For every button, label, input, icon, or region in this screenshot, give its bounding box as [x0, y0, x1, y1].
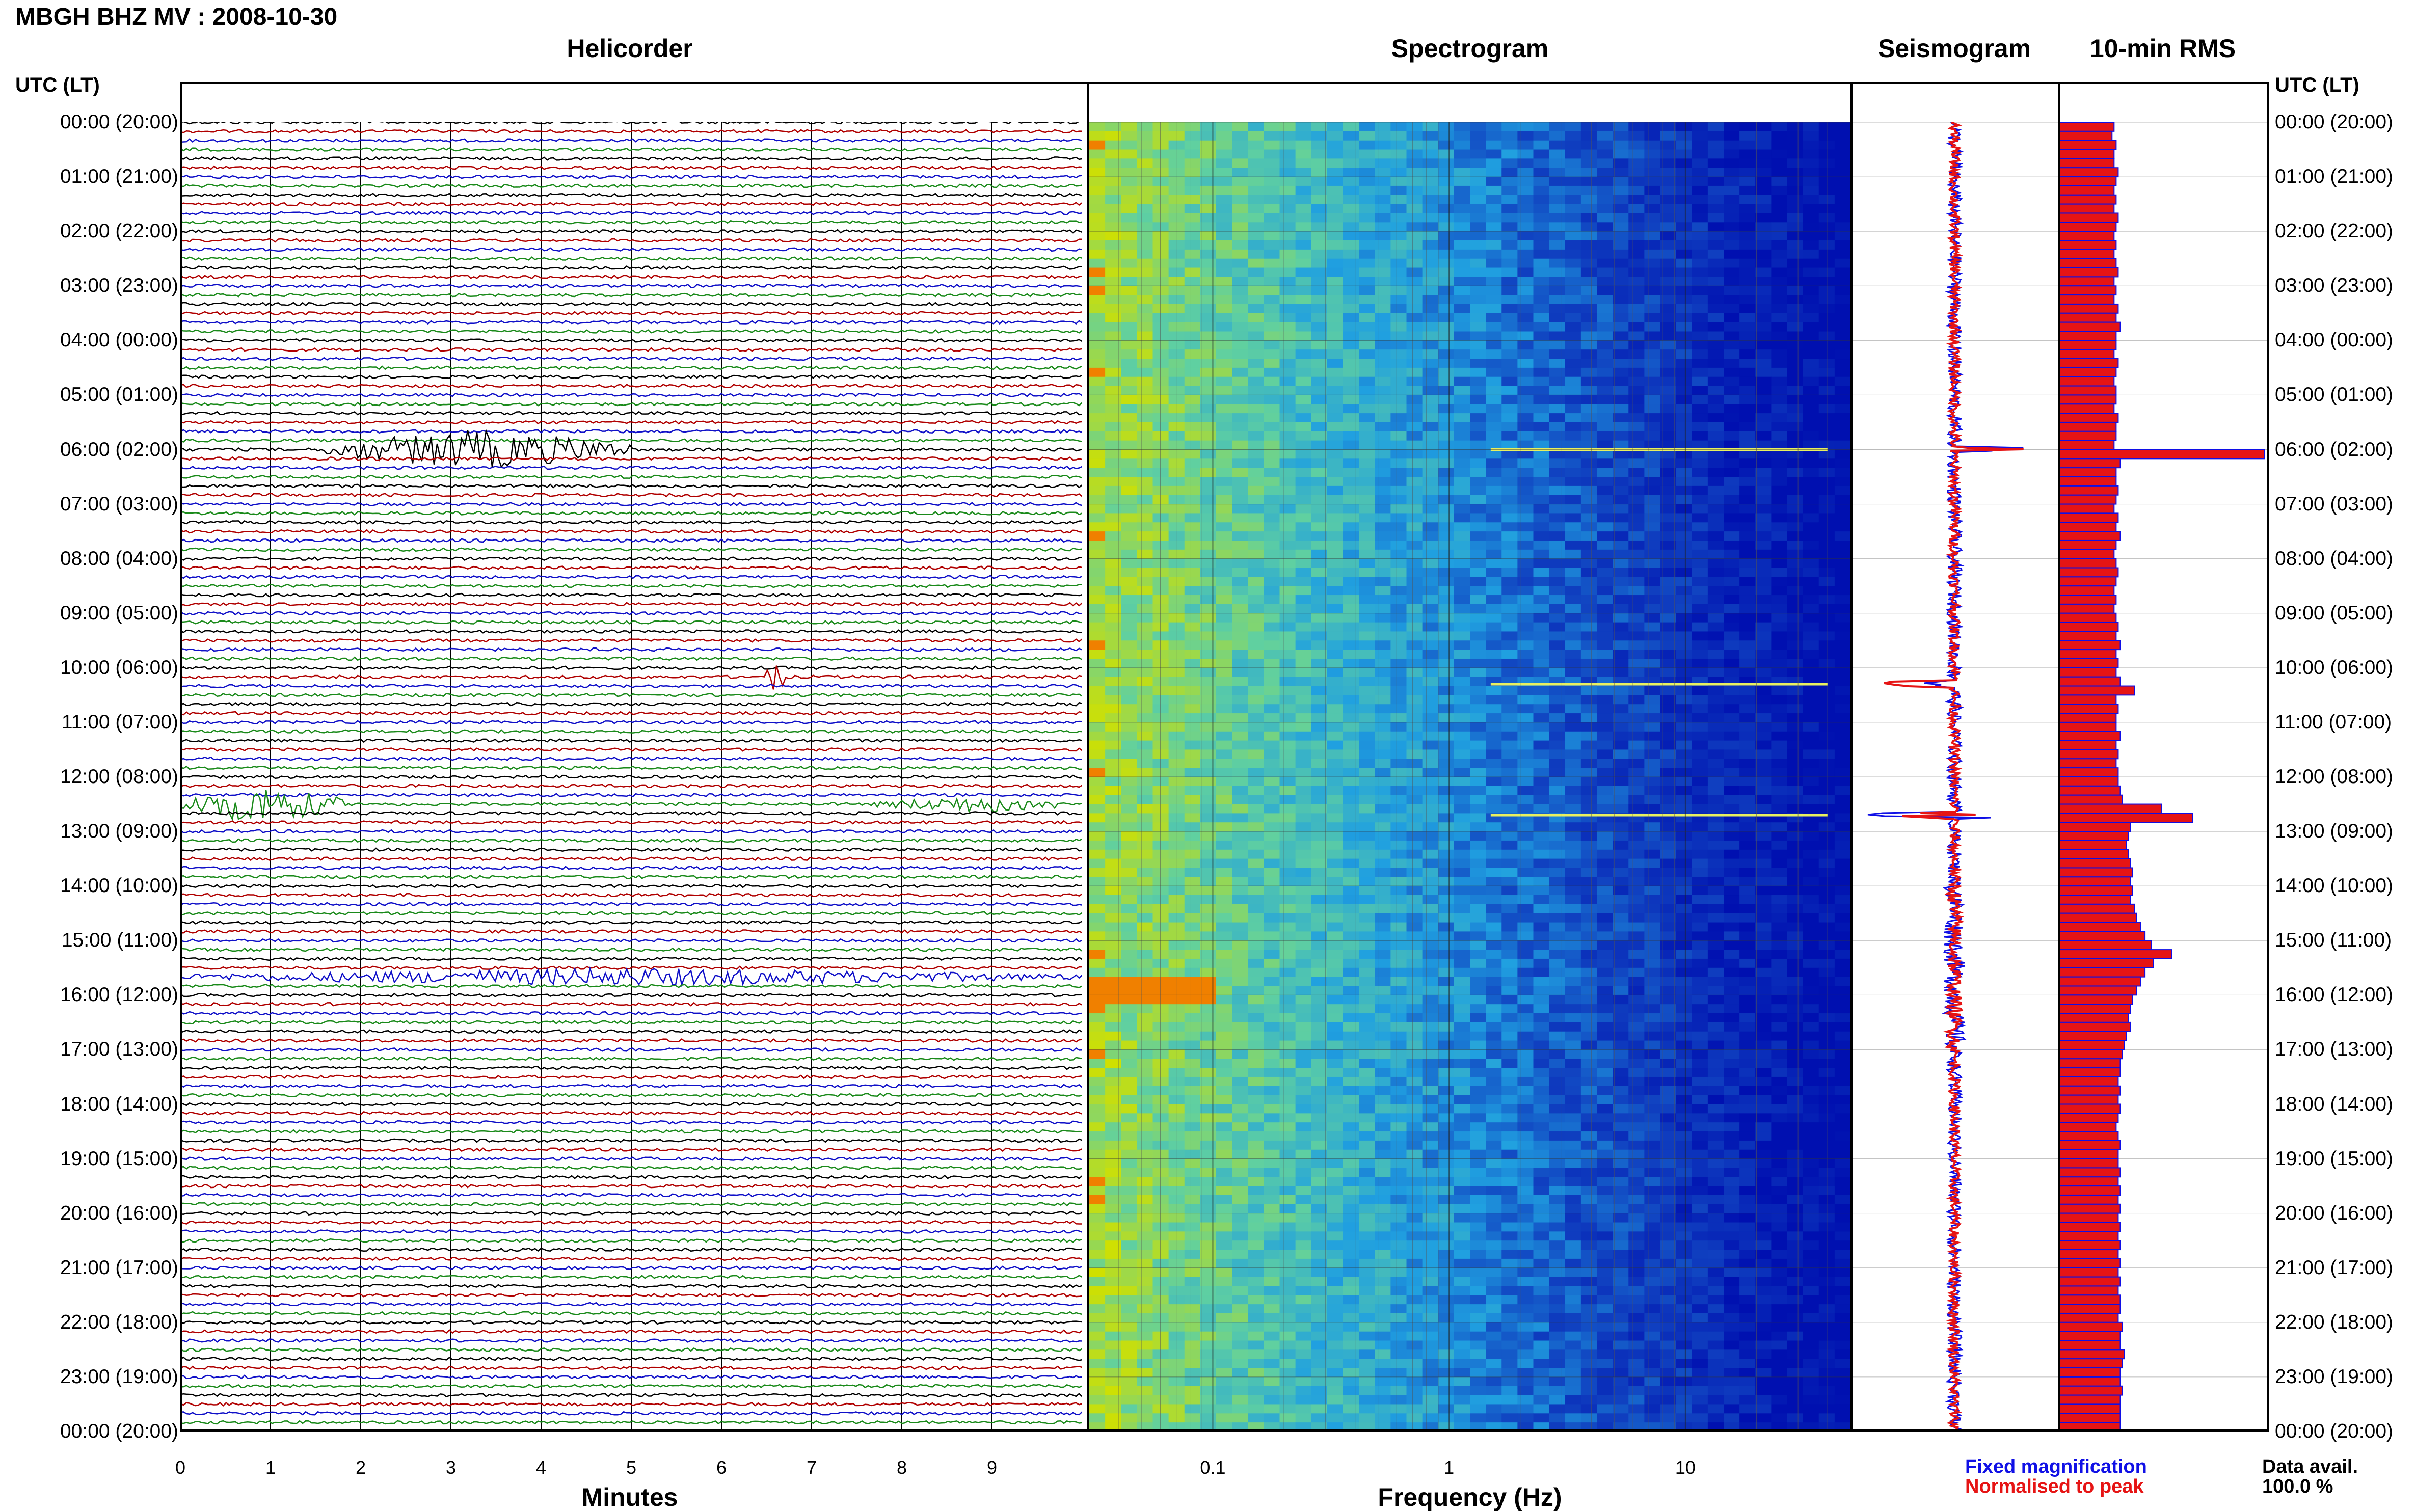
helicorder-title: Helicorder [567, 34, 692, 63]
time-label-right: 23:00 (19:00) [2275, 1366, 2393, 1388]
time-label-right: 01:00 (21:00) [2275, 166, 2393, 188]
time-label-right: 04:00 (00:00) [2275, 329, 2393, 352]
time-label-right: 15:00 (11:00) [2275, 929, 2392, 952]
time-label-right: 16:00 (12:00) [2275, 984, 2393, 1006]
time-label-left: 00:00 (20:00) [60, 111, 178, 133]
time-label-left: 11:00 (07:00) [62, 711, 178, 734]
time-label-right: 17:00 (13:00) [2275, 1038, 2393, 1061]
time-label-left: 22:00 (18:00) [60, 1311, 178, 1334]
time-label-left: 04:00 (00:00) [60, 329, 178, 352]
time-label-right: 20:00 (16:00) [2275, 1202, 2393, 1225]
utc-axis-label-left: UTC (LT) [15, 74, 100, 97]
time-label-left: 12:00 (08:00) [60, 766, 178, 788]
time-label-right: 19:00 (15:00) [2275, 1148, 2393, 1170]
time-label-left: 10:00 (06:00) [60, 657, 178, 679]
time-label-left: 21:00 (17:00) [60, 1257, 178, 1279]
time-label-left: 08:00 (04:00) [60, 548, 178, 570]
time-label-right: 05:00 (01:00) [2275, 384, 2393, 406]
time-label-right: 18:00 (14:00) [2275, 1093, 2393, 1116]
rms-title: 10-min RMS [2090, 34, 2236, 63]
time-label-right: 00:00 (20:00) [2275, 1420, 2393, 1443]
time-label-right: 11:00 (07:00) [2275, 711, 2392, 734]
time-label-right: 03:00 (23:00) [2275, 275, 2393, 297]
time-label-left: 13:00 (09:00) [60, 820, 178, 843]
time-label-right: 09:00 (05:00) [2275, 602, 2393, 625]
utc-axis-label-right: UTC (LT) [2275, 74, 2359, 97]
time-label-left: 01:00 (21:00) [60, 166, 178, 188]
time-label-left: 16:00 (12:00) [60, 984, 178, 1006]
time-label-left: 23:00 (19:00) [60, 1366, 178, 1388]
time-label-left: 02:00 (22:00) [60, 220, 178, 242]
page-title: MBGH BHZ MV : 2008-10-30 [15, 3, 337, 31]
time-label-right: 08:00 (04:00) [2275, 548, 2393, 570]
time-label-right: 02:00 (22:00) [2275, 220, 2393, 242]
seismogram-title: Seismogram [1878, 34, 2031, 63]
time-label-right: 00:00 (20:00) [2275, 111, 2393, 133]
time-label-left: 19:00 (15:00) [60, 1148, 178, 1170]
time-label-right: 22:00 (18:00) [2275, 1311, 2393, 1334]
time-label-left: 00:00 (20:00) [60, 1420, 178, 1443]
time-label-left: 06:00 (02:00) [60, 439, 178, 461]
time-label-right: 10:00 (06:00) [2275, 657, 2393, 679]
time-label-right: 21:00 (17:00) [2275, 1257, 2393, 1279]
time-label-right: 12:00 (08:00) [2275, 766, 2393, 788]
time-label-left: 17:00 (13:00) [60, 1038, 178, 1061]
time-label-left: 07:00 (03:00) [60, 493, 178, 516]
time-label-right: 07:00 (03:00) [2275, 493, 2393, 516]
time-label-left: 03:00 (23:00) [60, 275, 178, 297]
time-label-left: 14:00 (10:00) [60, 875, 178, 897]
time-label-left: 15:00 (11:00) [62, 929, 178, 952]
time-label-left: 09:00 (05:00) [60, 602, 178, 625]
spectrogram-title: Spectrogram [1391, 34, 1548, 63]
time-label-left: 20:00 (16:00) [60, 1202, 178, 1225]
time-label-right: 14:00 (10:00) [2275, 875, 2393, 897]
time-label-left: 05:00 (01:00) [60, 384, 178, 406]
time-label-left: 18:00 (14:00) [60, 1093, 178, 1116]
time-label-right: 06:00 (02:00) [2275, 439, 2393, 461]
time-label-right: 13:00 (09:00) [2275, 820, 2393, 843]
